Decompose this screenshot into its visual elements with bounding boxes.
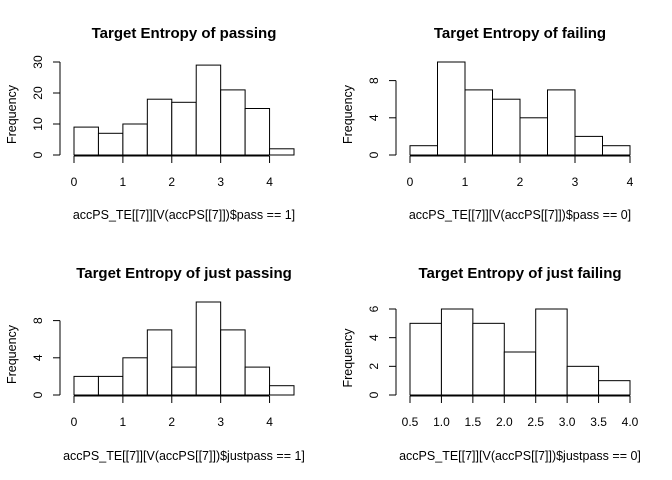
histogram-bar	[146, 329, 173, 396]
y-tick-label: 10	[31, 117, 45, 131]
histogram-bar	[472, 322, 505, 396]
x-tick-label: 4	[266, 175, 273, 189]
y-tick-label: 6	[367, 305, 381, 312]
y-tick-label: 0	[367, 151, 381, 158]
y-tick-label: 8	[31, 317, 45, 324]
y-tick-label: 0	[367, 391, 381, 398]
histogram-bar	[122, 357, 148, 396]
histogram-bar	[269, 385, 295, 396]
histogram-bar	[409, 322, 442, 396]
x-tick-label: 4	[266, 415, 273, 429]
histogram-bar	[146, 98, 173, 156]
x-tick-label: 2.0	[496, 415, 513, 429]
histogram-bar	[503, 351, 537, 396]
histogram-bar	[97, 132, 124, 156]
histogram-bar	[440, 308, 474, 396]
y-tick-label: 4	[31, 354, 45, 361]
histogram-bar	[171, 366, 197, 396]
histogram-bar	[195, 64, 222, 156]
x-tick-label: 1.0	[433, 415, 450, 429]
histogram-bar	[492, 98, 521, 156]
histogram-bar	[409, 145, 438, 156]
histogram-bar	[535, 308, 568, 396]
y-tick-label: 30	[31, 55, 45, 69]
histogram-bar	[566, 365, 600, 396]
histogram-bar	[97, 375, 124, 396]
histogram-bar	[598, 380, 631, 396]
histogram-bar	[171, 101, 197, 156]
x-tick-label: 0	[71, 415, 78, 429]
x-tick-label: 3	[217, 175, 224, 189]
histogram-bar	[220, 329, 246, 396]
x-tick-label: 2	[168, 415, 175, 429]
x-tick-label: 4.0	[622, 415, 639, 429]
histogram-panel-2: Target Entropy of failing 0 1 2 3 4 0 4 8 accPS_T…	[341, 25, 634, 222]
chart-title: Target Entropy of just failing	[418, 265, 621, 282]
histogram-bar	[244, 108, 271, 156]
x-tick-label: 4	[627, 175, 634, 189]
chart-title: Target Entropy of just passing	[76, 265, 292, 282]
histogram-bar	[73, 375, 99, 396]
x-tick-label: 0.5	[402, 415, 419, 429]
y-tick-label: 2	[367, 363, 381, 370]
histogram-bar	[437, 61, 466, 156]
y-tick-label: 0	[31, 391, 45, 398]
x-tick-label: 3	[217, 415, 224, 429]
histogram-bar	[464, 89, 493, 156]
histogram-panel-3: Target Entropy of just passing 0 1 2 3 4 0 4 8 ac…	[5, 265, 305, 463]
x-tick-label: 3.5	[590, 415, 607, 429]
histogram-panel-1: Target Entropy of passing 0 1 2 3 4 0 10 20 30 acc…	[5, 25, 295, 222]
y-axis-label: Frequency	[341, 328, 355, 388]
y-tick-label: 8	[367, 77, 381, 84]
x-axis-label: accPS_TE[[7]][V(accPS[[7]])$justpass == …	[63, 449, 305, 463]
y-tick-label: 20	[31, 86, 45, 100]
chart-title: Target Entropy of passing	[92, 25, 277, 42]
histogram-bar	[73, 126, 99, 156]
histogram-bar	[195, 301, 222, 396]
histogram-bar	[547, 89, 576, 156]
y-axis-label: Frequency	[341, 84, 355, 144]
y-tick-label: 0	[31, 151, 45, 158]
x-tick-label: 3	[572, 175, 579, 189]
x-tick-label: 0	[407, 175, 414, 189]
histogram-panel-4: Target Entropy of just failing 0.5 1.0 1.5 2…	[341, 265, 641, 463]
histogram-bar	[220, 89, 246, 156]
y-axis-label: Frequency	[5, 324, 19, 384]
histogram-bar	[574, 135, 603, 156]
y-tick-label: 4	[367, 334, 381, 341]
chart-title: Target Entropy of failing	[434, 25, 606, 42]
x-axis-label: accPS_TE[[7]][V(accPS[[7]])$pass == 0]	[409, 208, 631, 222]
y-tick-label: 4	[367, 114, 381, 121]
x-tick-label: 2.5	[527, 415, 544, 429]
histogram-bar	[602, 145, 631, 156]
x-axis-label: accPS_TE[[7]][V(accPS[[7]])$pass == 1]	[73, 208, 295, 222]
x-tick-label: 1	[120, 415, 127, 429]
histogram-bar	[244, 366, 271, 396]
histogram-bar	[519, 117, 548, 156]
y-axis-label: Frequency	[5, 84, 19, 144]
histogram-bar	[122, 123, 148, 156]
x-tick-label: 3.0	[559, 415, 576, 429]
x-axis-label: accPS_TE[[7]][V(accPS[[7]])$justpass == …	[399, 449, 641, 463]
x-tick-label: 2	[517, 175, 524, 189]
x-tick-label: 2	[168, 175, 175, 189]
x-tick-label: 0	[71, 175, 78, 189]
histogram-bar	[269, 148, 295, 156]
x-tick-label: 1	[120, 175, 127, 189]
x-tick-label: 1.5	[465, 415, 482, 429]
x-tick-label: 1	[462, 175, 469, 189]
